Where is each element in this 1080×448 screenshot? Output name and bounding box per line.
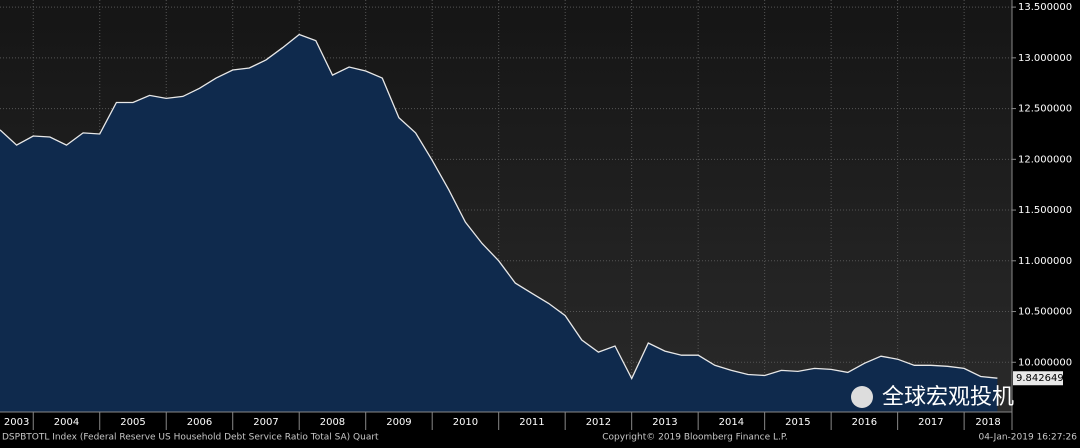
x-tick-label: 2018 (975, 417, 1000, 428)
x-tick-label: 2013 (652, 417, 677, 428)
x-tick-label: 2003 (4, 417, 29, 428)
y-tick-label: 10.500000 (1018, 307, 1072, 318)
x-tick-label: 2008 (320, 417, 345, 428)
y-tick-label: 13.500000 (1018, 2, 1072, 13)
last-value-box (1013, 371, 1063, 386)
x-tick-label: 2014 (719, 417, 744, 428)
x-tick-label: 2010 (453, 417, 478, 428)
last-value-label: 9.842649 (1016, 373, 1064, 384)
y-tick-label: 12.000000 (1018, 154, 1072, 165)
x-tick-label: 2016 (852, 417, 877, 428)
x-tick-label: 2015 (785, 417, 810, 428)
x-tick-label: 2005 (120, 417, 145, 428)
x-tick-label: 2004 (54, 417, 79, 428)
x-axis-band (0, 412, 1012, 430)
x-tick-label: 2006 (187, 417, 212, 428)
line (0, 33, 998, 380)
x-tick-label: 2012 (586, 417, 611, 428)
y-tick-label: 11.000000 (1018, 256, 1072, 267)
x-tick-label: 2017 (918, 417, 943, 428)
y-tick-label: 11.500000 (1018, 205, 1072, 216)
y-tick-label: 13.000000 (1018, 53, 1072, 64)
x-tick-label: 2009 (386, 417, 411, 428)
footer-left: DSPBTOTL Index (Federal Reserve US House… (2, 433, 379, 443)
x-tick-label: 2007 (253, 417, 278, 428)
watermark-icon (851, 386, 873, 408)
area-fill (0, 34, 998, 412)
y-tick-label: 12.500000 (1018, 104, 1072, 115)
footer-center: Copyright© 2019 Bloomberg Finance L.P. (602, 433, 787, 443)
footer-right: 04-Jan-2019 16:27:26 (978, 433, 1077, 443)
watermark: 全球宏观投机 (882, 385, 1014, 410)
y-tick-label: 10.000000 (1018, 357, 1072, 368)
x-tick-label: 2011 (519, 417, 544, 428)
